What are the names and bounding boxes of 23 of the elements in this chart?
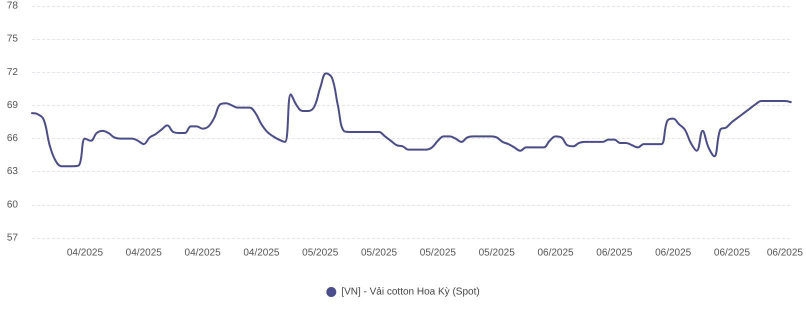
y-tick-label: 63 xyxy=(6,166,18,178)
y-tick-label: 72 xyxy=(6,66,18,78)
x-tick-label: 05/2025 xyxy=(360,248,398,258)
y-tick-label: 75 xyxy=(6,34,18,45)
x-tick-label: 04/2025 xyxy=(243,248,280,258)
legend-label: [VN] - Vải cotton Hoa Kỳ (Spot) xyxy=(341,286,480,298)
x-tick-label: 06/2025 xyxy=(596,248,633,258)
x-tick-label: 06/2025 xyxy=(537,248,574,258)
y-tick-label: 57 xyxy=(6,232,18,244)
x-tick-label: 04/2025 xyxy=(66,248,104,258)
x-tick-label: 05/2025 xyxy=(420,248,456,258)
x-tick-label: 06/2025 xyxy=(714,248,750,258)
x-tick-label: 04/2025 xyxy=(184,248,222,258)
x-tick-label: 05/2025 xyxy=(302,248,339,258)
y-tick-label: 66 xyxy=(6,133,18,144)
y-tick-label: 69 xyxy=(6,100,18,111)
line-series xyxy=(31,72,792,168)
x-tick-label: 06/2025 xyxy=(766,248,804,258)
y-tick-label: 78 xyxy=(6,0,18,12)
y-tick-label: 60 xyxy=(6,199,18,210)
x-tick-label: 06/2025 xyxy=(655,248,692,258)
x-tick-label: 04/2025 xyxy=(126,248,162,258)
x-tick-label: 05/2025 xyxy=(478,248,516,258)
